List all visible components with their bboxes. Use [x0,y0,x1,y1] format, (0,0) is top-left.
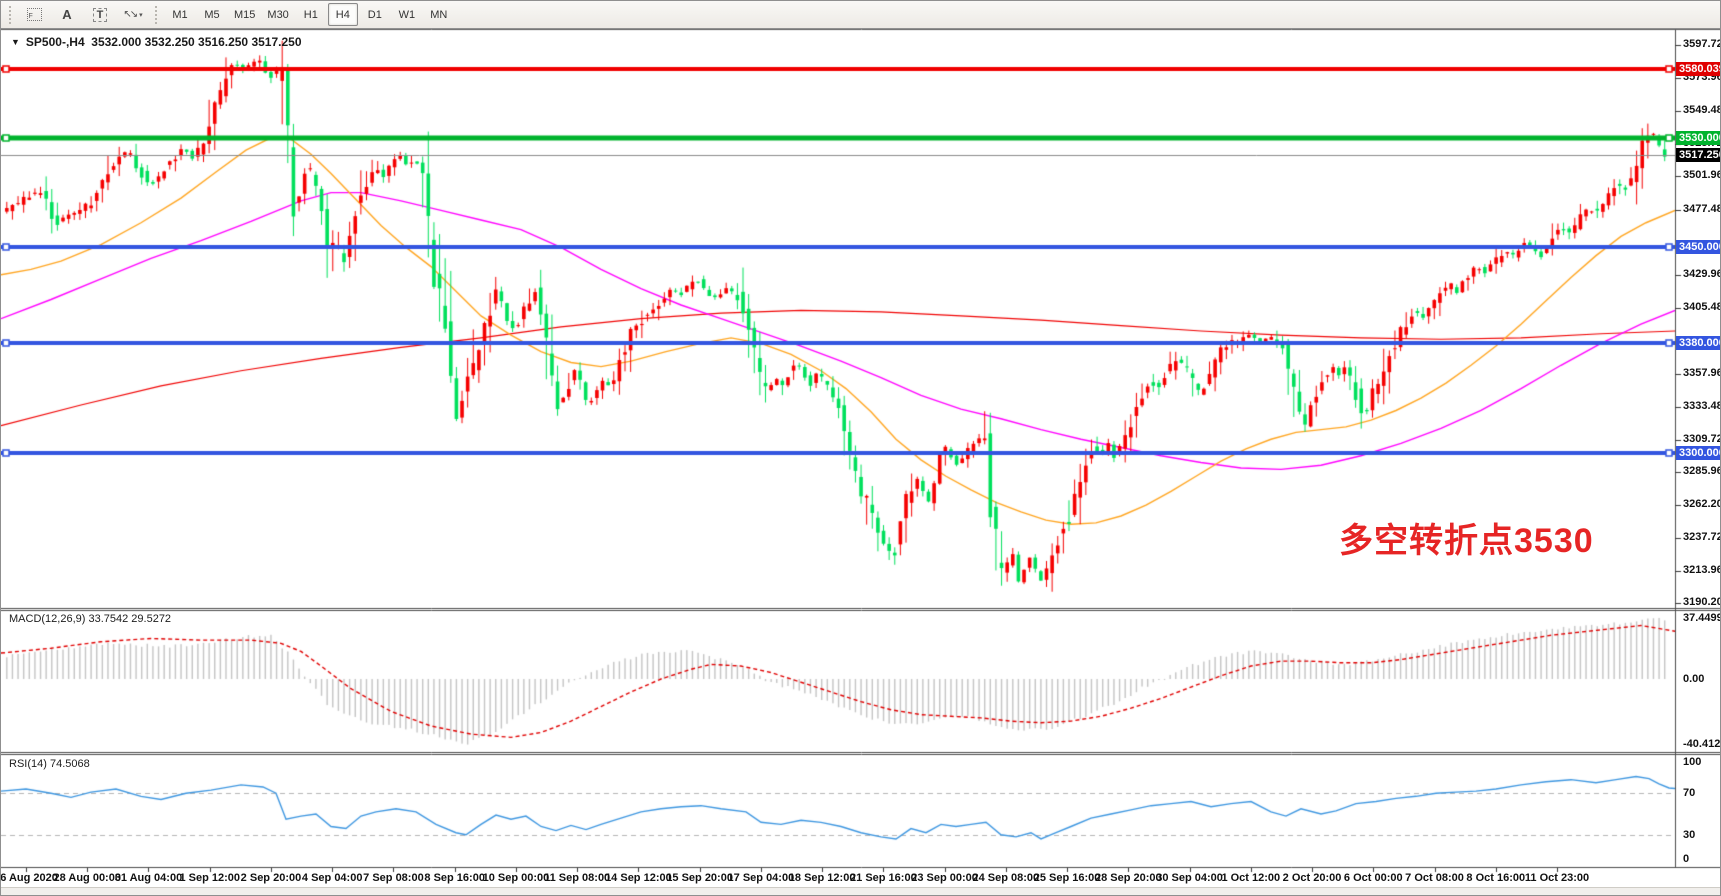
time-axis-label: 14 Sep 12:00 [605,872,672,884]
price-tick-label: 3357.960 [1683,366,1720,379]
price-line-label: 3580.039 [1676,62,1720,77]
time-axis-label: 8 Oct 16:00 [1466,872,1526,884]
price-tick-label: 3597.720 [1683,38,1720,50]
current-price-label: 3517.250 [1676,148,1720,163]
rsi-axis-label: 0 [1683,853,1690,865]
price-tick-label: 3309.720 [1683,432,1720,445]
macd-panel-label: MACD(12,26,9) 33.7542 29.5272 [9,613,172,625]
time-axis-label: 23 Sep 00:00 [911,872,978,884]
time-axis-label: 7 Oct 08:00 [1405,872,1464,884]
time-axis-label: 25 Sep 16:00 [1033,872,1101,884]
time-axis-label: 4 Sep 04:00 [301,872,363,884]
ohlc-header[interactable]: ▼ SP500-,H4 3532.000 3532.250 3516.250 35… [11,35,302,49]
price-line-label: 3530.000 [1676,130,1720,145]
price-tick-label: 3285.960 [1683,465,1720,478]
time-axis-label: 10 Sep 00:00 [482,872,550,884]
time-axis-label: 11 Sep 08:00 [544,872,611,884]
time-axis-label: 2 Sep 20:00 [240,872,302,884]
time-axis-label: 1 Sep 12:00 [179,872,240,884]
price-line-label: 3380.000 [1676,336,1720,351]
time-axis-label: 31 Aug 04:00 [114,872,183,884]
price-tick-label: 3237.720 [1683,531,1720,544]
time-axis-label: 21 Sep 16:00 [850,872,917,884]
time-axis-label: 18 Sep 12:00 [788,872,856,884]
price-tick-label: 3262.200 [1683,497,1720,510]
rsi-axis-label: 70 [1683,787,1696,799]
price-tick-label: 3333.480 [1683,400,1720,413]
price-tick-label: 3190.200 [1683,596,1720,609]
time-axis-label: 17 Sep 04:00 [727,872,795,884]
time-axis-label: 6 Oct 00:00 [1343,872,1403,884]
annotation-text: 多空转折点3530 [1339,522,1594,560]
time-axis-label: 8 Sep 16:00 [424,872,485,884]
rsi-panel-label: RSI(14) 74.5068 [9,758,90,770]
price-tick-label: 3477.480 [1683,202,1720,215]
macd-axis-label: 0.00 [1683,673,1705,685]
time-axis-label: 15 Sep 20:00 [666,872,733,884]
price-tick-label: 3429.960 [1683,267,1720,280]
price-tick-label: 3549.480 [1683,104,1720,117]
price-tick-label: 3405.480 [1683,301,1720,314]
collapse-triangle-icon: ▼ [11,37,20,47]
time-axis-label: 11 Oct 23:00 [1524,872,1590,884]
time-axis-label: 24 Sep 08:00 [972,872,1040,884]
macd-axis-label: 37.4499 [1683,612,1721,624]
price-line-label: 3300.000 [1676,445,1720,460]
ohlc-header-text: SP500-,H4 3532.000 3532.250 3516.250 351… [25,35,302,49]
time-axis-label: 7 Sep 08:00 [363,872,424,884]
rsi-axis-label: 30 [1683,829,1696,841]
time-axis-label: 26 Aug 2020 [0,872,58,884]
time-axis-label: 28 Aug 00:00 [53,872,121,884]
price-tick-label: 3213.960 [1683,563,1720,576]
time-axis-label: 1 Oct 12:00 [1221,872,1281,884]
time-axis-label: 30 Sep 04:00 [1156,872,1223,884]
price-line-label: 3450.000 [1676,240,1720,255]
price-tick-label: 3501.960 [1683,169,1720,182]
time-axis-label: 28 Sep 20:00 [1094,872,1162,884]
macd-axis-label: -40.4125 [1683,738,1721,750]
time-axis-label: 2 Oct 20:00 [1282,872,1342,884]
rsi-axis-label: 100 [1683,756,1702,768]
bottom-strip [1,887,1720,895]
